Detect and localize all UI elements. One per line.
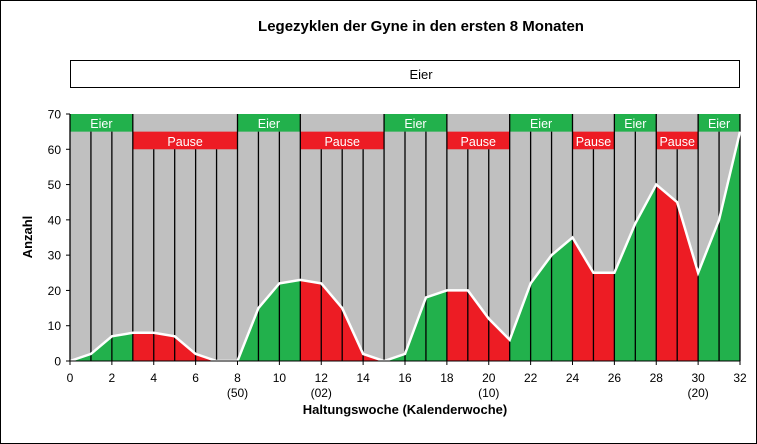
x-tick-label: 0 [67,371,74,385]
area-segment-pause [488,318,510,361]
area-segment-eggs [90,336,112,361]
area-segment-eggs [279,279,301,361]
x-tick-label-calendar-week: (20) [687,386,708,400]
area-segment-pause [656,184,678,361]
area-segment-eggs [614,223,636,361]
y-tick-label: 50 [48,178,62,192]
x-tick-label-calendar-week: (50) [227,386,248,400]
x-tick-label: 24 [566,371,580,385]
phase-band-eggs [614,114,657,132]
x-tick-label: 22 [524,371,538,385]
x-tick-label-calendar-week: (10) [478,386,499,400]
phase-band-pause [572,131,615,150]
x-tick-label: 30 [691,371,705,385]
area-segment-pause [300,279,322,361]
phase-label: Eier [530,117,552,131]
area-segment-eggs [530,255,552,361]
area-segment-eggs [635,184,657,361]
y-tick-label: 70 [48,108,62,122]
y-tick-label: 30 [48,249,62,263]
y-tick-label: 10 [48,319,62,333]
area-segment-eggs [551,237,573,361]
legend-box [70,60,740,88]
phase-label: Eier [258,117,280,131]
y-tick-label: 0 [54,355,61,369]
phase-label: Pause [461,135,496,149]
y-tick-label: 60 [48,143,62,157]
area-segment-eggs [425,290,447,361]
x-tick-label: 2 [109,371,116,385]
area-segment-eggs [509,283,531,361]
phase-label: Eier [90,117,112,131]
phase-band-pause [132,131,238,150]
phase-label: Pause [576,135,611,149]
phase-band-eggs [384,114,447,132]
phase-label: Eier [624,117,646,131]
phase-band-eggs [509,114,573,132]
area-segment-eggs [111,332,133,361]
area-segment-pause [174,336,196,361]
y-tick-label: 40 [48,213,62,227]
legend-label: Eier [409,67,433,82]
x-tick-label: 32 [733,371,747,385]
x-tick-label: 4 [150,371,157,385]
phase-label: Eier [708,117,730,131]
x-tick-label: 8 [234,371,241,385]
x-tick-label: 10 [273,371,287,385]
x-tick-label-calendar-week: (02) [311,386,332,400]
y-axis-title: Anzahl [20,216,35,259]
phase-band-eggs [237,114,301,132]
x-tick-label: 20 [482,371,496,385]
x-tick-label: 18 [440,371,454,385]
area-segment-pause [572,237,594,361]
x-tick-label: 26 [608,371,622,385]
x-tick-label: 14 [356,371,370,385]
phase-label: Eier [404,117,426,131]
x-tick-label: 28 [650,371,664,385]
phase-label: Pause [324,135,359,149]
phase-band-pause [446,131,510,150]
phase-label: Pause [659,135,694,149]
area-segment-pause [593,272,615,361]
phase-label: Pause [167,135,202,149]
chart-title: Legezyklen der Gyne in den ersten 8 Mona… [258,18,584,35]
phase-band-pause [300,131,385,150]
area-segment-pause [132,332,154,361]
x-tick-label: 16 [398,371,412,385]
area-segment-pause [153,332,175,361]
y-tick-label: 20 [48,284,62,298]
phase-band-eggs [70,114,133,132]
phase-band-pause [656,131,699,150]
x-tick-label: 12 [315,371,329,385]
area-segment-eggs [719,131,740,361]
area-segment-pause [677,202,699,361]
x-axis-title: Haltungswoche (Kalenderwoche) [303,402,507,417]
phase-band-eggs [698,114,740,132]
area-segment-eggs [698,219,720,361]
data-line [69,131,742,363]
x-tick-label: 6 [192,371,199,385]
area-segment-pause [446,290,468,361]
area-segment-pause [467,290,489,361]
